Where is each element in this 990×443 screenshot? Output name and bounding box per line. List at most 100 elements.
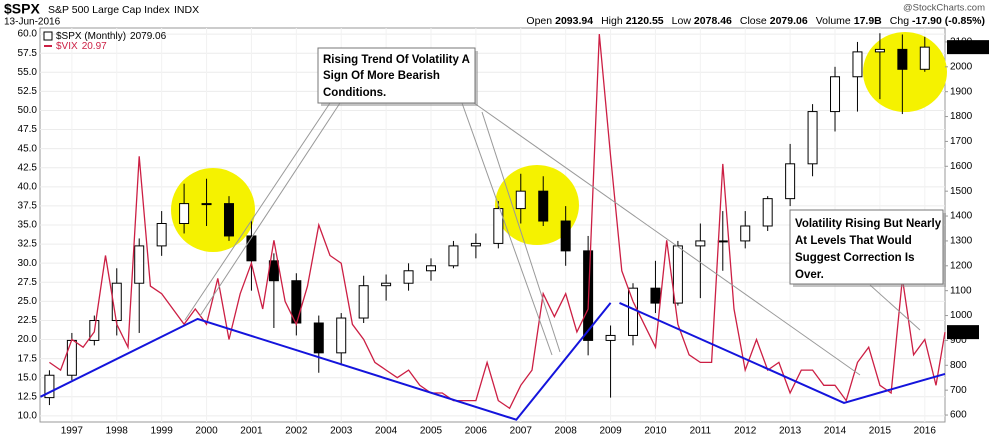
legend: $SPX (Monthly) 2079.06 $VIX 20.97 [43, 31, 167, 52]
candle-body [919, 46, 930, 70]
y-tick-label: 12.5 [18, 391, 38, 402]
last-value-label: 2079.06 [949, 42, 986, 53]
note-text: Over. [795, 269, 824, 281]
callout-lines [184, 102, 921, 376]
candle-body [223, 203, 234, 237]
x-tick-label: 2009 [599, 426, 622, 437]
quote-label: Low [672, 15, 692, 27]
candle-body [246, 235, 257, 262]
last-value-label: 20.97 [949, 327, 974, 338]
quote-label: Open [526, 15, 552, 27]
quote: Open 2093.94 High 2120.55 Low 2078.46 Close 207… [526, 15, 985, 27]
y-tick-label: 30.0 [18, 258, 38, 269]
candle-body [628, 287, 639, 336]
quote-value: 17.9B [854, 15, 882, 27]
callout-line [199, 102, 341, 317]
candle-body [44, 374, 55, 399]
candle-body [313, 322, 324, 354]
quote-value: 2120.55 [626, 15, 664, 27]
x-tick-label: 2005 [420, 426, 443, 437]
y-tick-label: 55.0 [18, 67, 38, 78]
candle-body [852, 51, 863, 78]
y-tick-label: 42.5 [18, 162, 38, 173]
candle-body [403, 270, 414, 284]
vix-line [49, 34, 946, 410]
chart-subtitle: S&P 500 Large Cap Index [48, 4, 171, 16]
candle-body [538, 190, 549, 222]
x-tick-label: 1998 [106, 426, 129, 437]
callout-line [461, 102, 553, 356]
x-tick-label: 2016 [914, 426, 937, 437]
candle-body [762, 198, 773, 227]
note-text: Conditions. [323, 87, 386, 99]
y-tick-label: 27.5 [18, 277, 38, 288]
candle-body [493, 208, 504, 244]
highlight-circle [171, 168, 255, 252]
y2-tick-label: 1700 [950, 136, 973, 147]
candle-body [336, 317, 347, 354]
x-tick-label: 2015 [869, 426, 892, 437]
candle-body [672, 245, 683, 304]
quote-value: 2093.94 [555, 15, 593, 27]
legend-swatch [43, 31, 53, 41]
x-tick-label: 2002 [285, 426, 308, 437]
legend-value: 2079.06 [130, 31, 167, 42]
y2-tick-label: 1600 [950, 161, 973, 172]
candle-body [156, 223, 167, 247]
quote-value: 2079.06 [770, 15, 808, 27]
y-tick-label: 15.0 [18, 372, 38, 383]
candle-body [740, 225, 751, 242]
candle-body [874, 48, 885, 53]
date: 13-Jun-2016 [4, 17, 61, 28]
note-text: Volatility Rising But Nearly [795, 218, 942, 230]
exchange: INDX [174, 4, 199, 16]
y-tick-label: 32.5 [18, 239, 38, 250]
candle-body [470, 242, 481, 247]
y-tick-label: 10.0 [18, 411, 38, 422]
y-tick-label: 45.0 [18, 143, 38, 154]
x-tick-label: 2003 [330, 426, 353, 437]
candle-body [717, 240, 728, 243]
candle-body [268, 260, 279, 282]
legend-label: $SPX (Monthly) 2079.06 [56, 31, 167, 42]
y2-tick-label: 2000 [950, 61, 973, 72]
legend-name: $VIX [56, 41, 78, 52]
note-text: At Levels That Would [795, 235, 912, 247]
x-tick-label: 2000 [195, 426, 218, 437]
candle-body [650, 287, 661, 304]
note-box [789, 209, 944, 285]
candle-body [785, 163, 796, 200]
legend-label: $VIX 20.97 [56, 41, 107, 52]
quote-value: -17.90 (-0.85%) [912, 15, 985, 27]
candle-body [448, 245, 459, 267]
callout-line [481, 111, 561, 353]
last-value-tag [947, 40, 989, 55]
y-tick-label: 17.5 [18, 353, 38, 364]
candle-body [201, 203, 212, 206]
y-tick-label: 50.0 [18, 105, 38, 116]
y2-tick-label: 1400 [950, 211, 973, 222]
y-tick-label: 57.5 [18, 48, 38, 59]
quote-label: Volume [816, 15, 851, 27]
trendline [39, 302, 612, 421]
y2-tick-label: 600 [950, 410, 967, 421]
candle-body [358, 285, 369, 319]
candle-body [830, 76, 841, 113]
y2-tick-label: 700 [950, 385, 967, 396]
y-tick-label: 37.5 [18, 201, 38, 212]
legend-name: $SPX (Monthly) [56, 31, 126, 42]
y-tick-label: 22.5 [18, 315, 38, 326]
y2-tick-label: 900 [950, 335, 967, 346]
candle-body [897, 48, 908, 70]
plot-layer [39, 33, 946, 421]
x-tick-label: 2006 [465, 426, 488, 437]
y2-tick-label: 1500 [950, 186, 973, 197]
candle-body [179, 203, 190, 225]
quote-label: Close [740, 15, 767, 27]
watermark: @StockCharts.com [903, 3, 985, 14]
candle-body [425, 265, 436, 272]
x-tick-label: 2001 [240, 426, 263, 437]
trendline [619, 301, 946, 404]
y-tick-label: 60.0 [18, 29, 38, 40]
